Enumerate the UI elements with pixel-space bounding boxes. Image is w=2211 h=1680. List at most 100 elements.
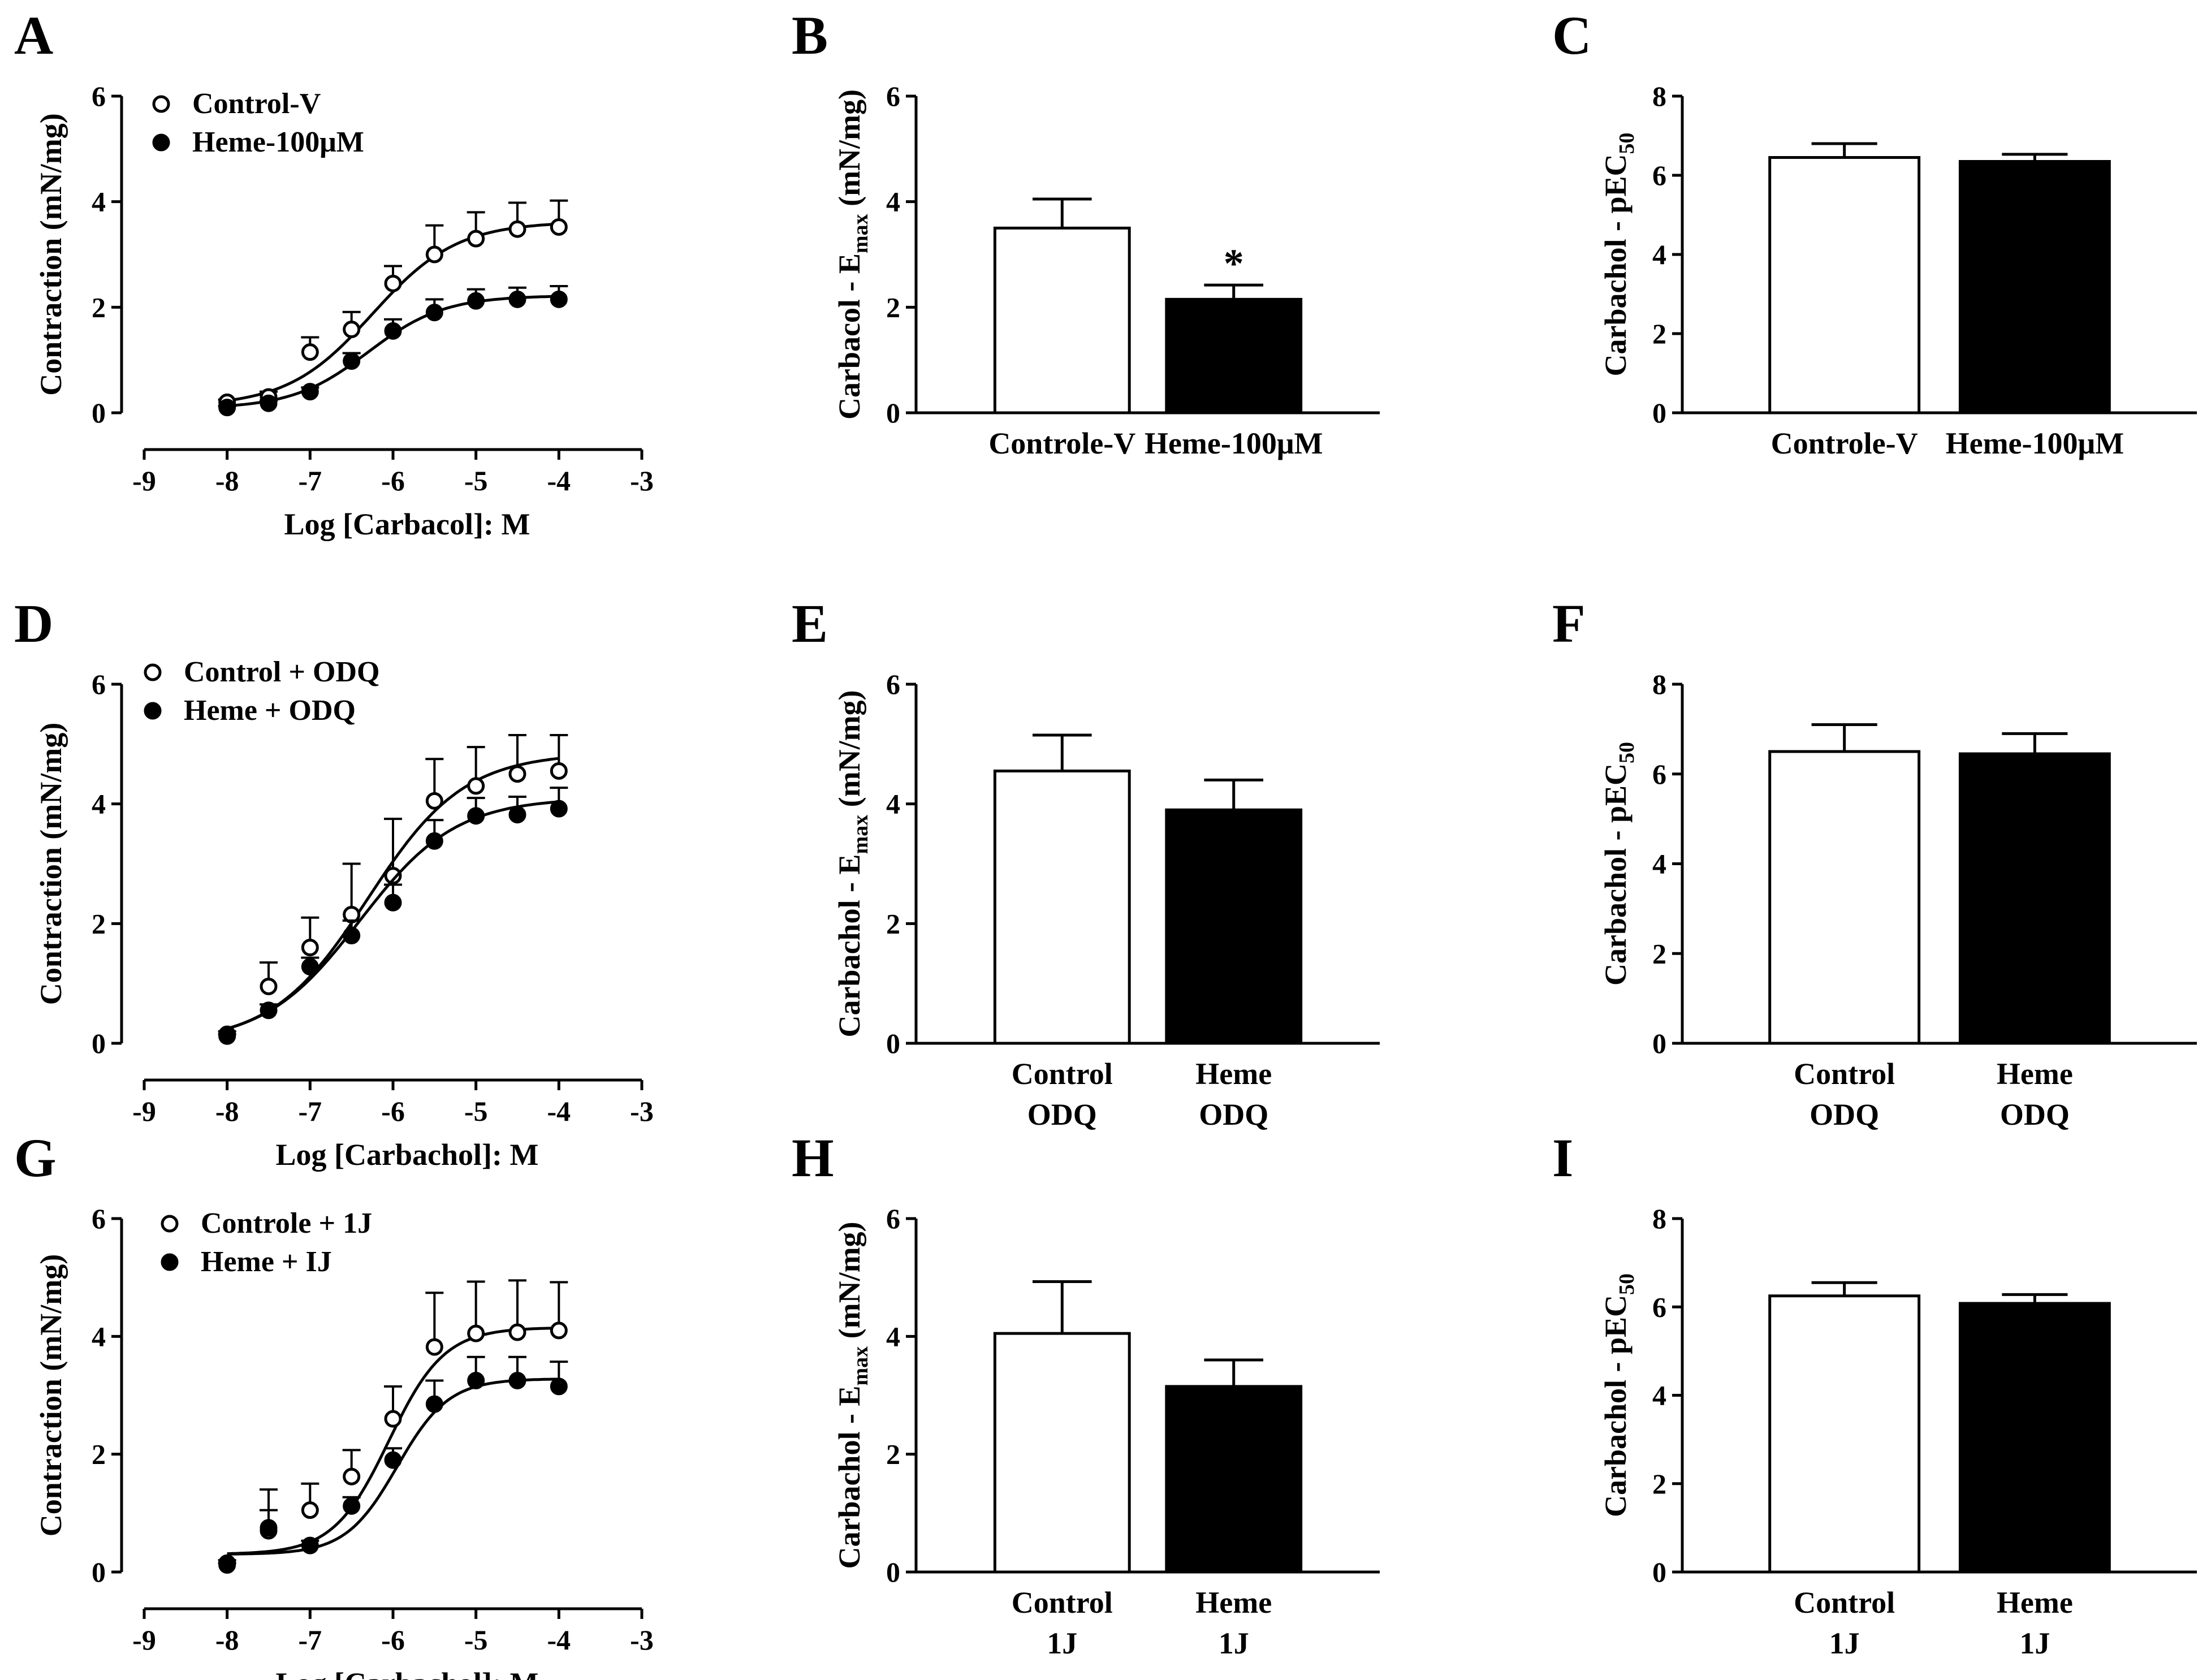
data-point [467, 230, 485, 248]
data-point [467, 1324, 485, 1342]
y-axis-label-sub: max [849, 815, 873, 854]
data-point [384, 1451, 402, 1469]
data-point [467, 1371, 485, 1389]
panel-letter: H [792, 1128, 834, 1188]
legend-entry: Heme-100μM [192, 126, 364, 158]
fit-curve [227, 800, 559, 1030]
y-axis-label: Contraction (mN/mg) [34, 723, 68, 1005]
y-tick-label: 0 [1652, 1027, 1666, 1059]
x-tick-label: -8 [215, 1624, 239, 1656]
category-label: Heme-100μM [1946, 426, 2124, 460]
x-axis-label: Log [Carbachol]: M [276, 1138, 539, 1172]
data-point [550, 800, 568, 818]
x-tick-label: -5 [464, 1624, 488, 1656]
y-tick-label: 2 [886, 291, 900, 323]
data-point [343, 1497, 361, 1515]
panel-e: E 0 2 4 6 Carbachol - Emax (mN/mg) Control ODQ H… [792, 593, 1380, 1131]
category-label: Heme [1997, 1586, 2073, 1619]
category-label: ODQ [1199, 1098, 1268, 1131]
bar [1958, 1302, 2111, 1574]
y-tick-label: 4 [886, 788, 900, 820]
y-tick-label: 6 [92, 80, 106, 112]
category-label: Heme [1195, 1586, 1272, 1619]
category-label: 1J [1047, 1626, 1077, 1660]
series-filled [218, 1355, 568, 1574]
panel-letter: A [14, 5, 53, 66]
x-tick-label: -3 [630, 1624, 654, 1656]
data-point [343, 1467, 361, 1485]
legend-entry: Heme + ODQ [184, 694, 356, 727]
y-tick-label: 6 [1652, 1291, 1666, 1323]
x-tick-label: -5 [464, 465, 488, 496]
legend-marker [161, 1253, 179, 1271]
y-tick-label: 2 [1652, 318, 1666, 349]
x-tick-label: -3 [630, 1095, 654, 1127]
legend-marker [144, 663, 162, 681]
category-label: ODQ [2000, 1098, 2070, 1131]
y-tick-label: 0 [886, 1556, 900, 1588]
y-tick-label: 2 [886, 1439, 900, 1470]
data-point [343, 321, 361, 339]
data-point [425, 1338, 443, 1356]
category-label: 1J [1219, 1626, 1249, 1660]
fit-curve [227, 1377, 559, 1556]
category-label: 1J [2019, 1626, 2050, 1660]
legend-entry: Heme + IJ [201, 1246, 332, 1278]
y-tick-label: 0 [92, 397, 106, 429]
y-tick-label: 6 [1652, 159, 1666, 191]
legend-marker [161, 1215, 179, 1233]
series-open [218, 1279, 568, 1572]
y-axis-label: Carbachol - Emax (mN/mg) [832, 690, 873, 1037]
y-axis-label-main: Carbachol - pEC [1599, 763, 1633, 986]
panel-letter: B [792, 5, 828, 66]
data-point [550, 1321, 568, 1340]
legend-entry: Control-V [192, 88, 321, 120]
y-axis-label-sub: 50 [1615, 1273, 1639, 1295]
data-point [301, 1501, 319, 1519]
panel-i: I 0 2 4 6 8 Carbachol - pEC50 Control 1J Heme 1J [1552, 1128, 2197, 1660]
series-filled [218, 787, 568, 1045]
panel-letter: I [1552, 1128, 1573, 1188]
legend-marker [144, 702, 162, 720]
x-tick-label: -7 [299, 1095, 322, 1127]
x-tick-label: -7 [299, 465, 322, 496]
y-tick-label: 8 [1652, 80, 1666, 112]
data-point [260, 394, 278, 412]
category-label: Control [1012, 1586, 1113, 1619]
x-tick-label: -4 [547, 1624, 571, 1656]
y-tick-label: 2 [92, 908, 106, 939]
category-label: Control [1794, 1057, 1895, 1091]
bar [1958, 752, 2111, 1045]
x-tick-label: -9 [132, 1095, 156, 1127]
y-tick-label: 6 [92, 668, 106, 700]
panel-d: D 0 2 4 6 Contraction (mN/mg) -9 -8 -7 -6 -5 -4 -3 Lo… [14, 593, 654, 1172]
x-tick-label: -9 [132, 1624, 156, 1656]
category-label: Controle-V [1771, 426, 1918, 460]
x-axis-label: Log [Carbachol]: M [276, 1666, 539, 1680]
x-tick-label: -4 [547, 465, 571, 496]
bar [1165, 808, 1303, 1045]
y-tick-label: 6 [886, 80, 900, 112]
significance-marker: * [1224, 241, 1244, 286]
data-point [343, 927, 361, 944]
data-point [508, 1323, 526, 1341]
category-label: Control [1012, 1057, 1113, 1091]
data-point [550, 1377, 568, 1396]
y-tick-label: 2 [1652, 1468, 1666, 1500]
panel-letter: G [14, 1128, 57, 1188]
data-point [508, 290, 526, 308]
y-tick-label: 0 [92, 1556, 106, 1588]
y-axis-label-sub: max [849, 1346, 873, 1386]
fit-curve [227, 1327, 559, 1556]
bar [1768, 1294, 1921, 1574]
data-point [301, 958, 319, 976]
data-point [425, 832, 443, 850]
x-tick-label: -8 [215, 465, 239, 496]
data-point [508, 806, 526, 824]
x-tick-label: -3 [630, 465, 654, 496]
y-tick-label: 8 [1652, 668, 1666, 700]
bar [993, 226, 1131, 414]
x-tick-label: -9 [132, 465, 156, 496]
category-label: Heme [1195, 1057, 1272, 1091]
